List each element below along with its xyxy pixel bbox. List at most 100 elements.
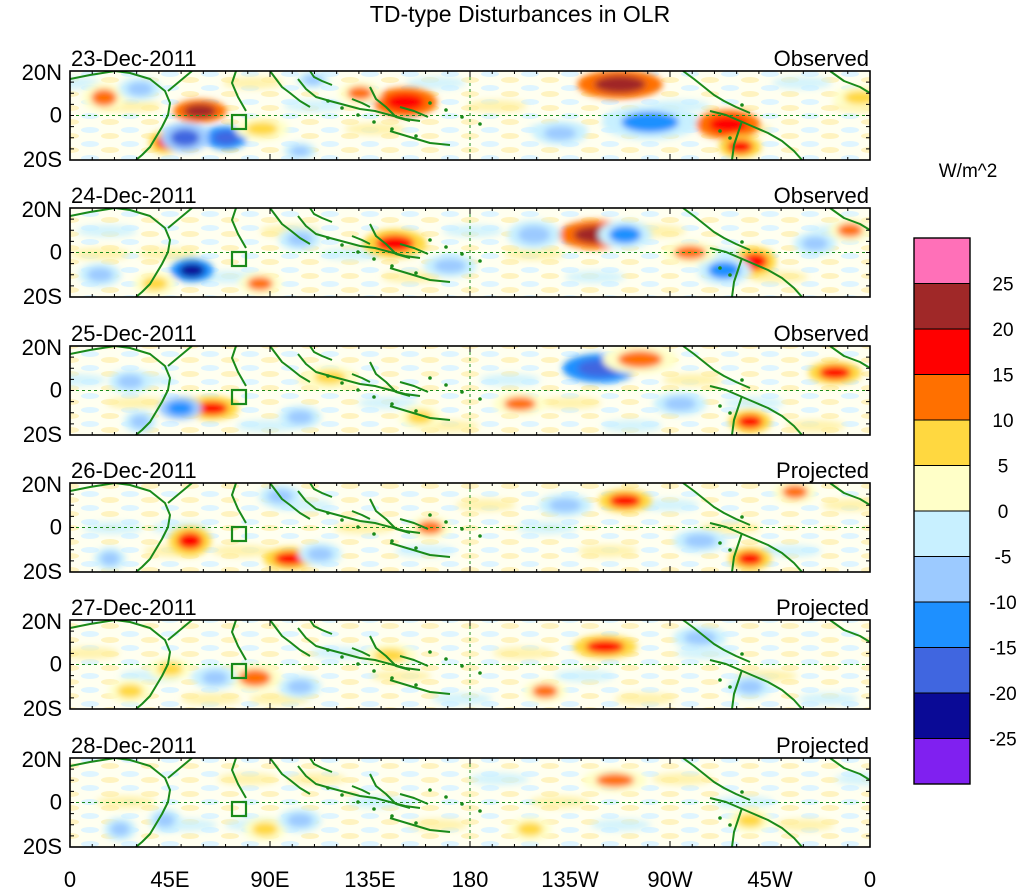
- coastline-path: [231, 758, 247, 799]
- anomaly-cell: [274, 551, 306, 566]
- island-dot: [444, 108, 448, 112]
- background-band: [591, 819, 651, 831]
- island-dot: [444, 657, 448, 661]
- background-band: [578, 545, 638, 557]
- coastline-path: [829, 483, 870, 506]
- background-band: [530, 796, 590, 808]
- coastline-path: [167, 71, 193, 92]
- coastline-path: [731, 120, 743, 160]
- coastline-path: [389, 679, 451, 695]
- background-band: [432, 693, 492, 705]
- background-band: [469, 773, 529, 785]
- island-dot: [478, 534, 482, 538]
- coastline-path: [309, 208, 333, 223]
- anomaly-cell: [196, 401, 228, 416]
- coastline-path: [70, 483, 171, 572]
- island-dot: [390, 814, 394, 818]
- anomaly-cell: [202, 670, 228, 685]
- coastline-path: [369, 86, 411, 122]
- coastline-path: [389, 817, 451, 833]
- coastline-path: [70, 71, 171, 160]
- y-tick-label: 20S: [23, 284, 62, 309]
- anomaly-cell: [434, 258, 466, 273]
- anomaly-cell: [504, 396, 536, 411]
- y-tick-label: 20N: [22, 335, 62, 360]
- background-band: [565, 271, 625, 283]
- coastline-path: [309, 620, 333, 635]
- coastline-path: [399, 106, 429, 118]
- island-dot: [428, 238, 432, 242]
- anomaly-cell: [819, 365, 851, 380]
- background-band: [358, 397, 418, 409]
- panel-6: 20N 0 20S 28-Dec-2011 Projected: [22, 733, 871, 859]
- island-dot: [372, 532, 376, 536]
- background-band: [676, 647, 736, 659]
- anomaly-cell: [609, 226, 641, 244]
- panel-4: 20N 0 20S 26-Dec-2011 Projected: [22, 458, 871, 584]
- coastline-path: [167, 208, 193, 229]
- panels: 20N 0 20S 23-Dec-2011 Observed 20N 0 20S 24-Dec-…: [22, 46, 871, 859]
- y-tick-label: 20S: [23, 834, 62, 859]
- colorbar-level-label: -10: [989, 593, 1016, 614]
- island-dot: [414, 271, 418, 275]
- background-band: [70, 374, 106, 386]
- background-band: [504, 248, 564, 260]
- coastline-path: [709, 797, 803, 847]
- island-dot: [478, 122, 482, 126]
- coastline-path: [351, 785, 371, 795]
- background-band: [774, 819, 834, 831]
- coastline-path: [829, 758, 870, 781]
- coastline-path: [829, 71, 870, 94]
- x-tick-label-135w: 135W: [541, 867, 599, 890]
- island-dot: [372, 120, 376, 124]
- coastline-path: [731, 257, 743, 297]
- coastline-path: [399, 518, 429, 530]
- panel-status-label: Projected: [776, 458, 869, 483]
- island-dot: [326, 374, 330, 378]
- island-dot: [718, 541, 722, 545]
- panel-date-label: 24-Dec-2011: [71, 183, 197, 208]
- colorbar: W/m^2 25 20 15 10 5 0 -5 -10 -15 -20 -25: [913, 161, 1017, 785]
- y-tick-label: 20S: [23, 422, 62, 447]
- background-band: [284, 100, 344, 112]
- panel-status-label: Observed: [774, 321, 869, 346]
- coastline-path: [351, 235, 371, 245]
- background-band: [822, 499, 870, 511]
- x-tick-label-135e: 135E: [344, 867, 395, 890]
- island-dot: [728, 823, 732, 827]
- island-dot: [460, 802, 464, 806]
- background-band: [321, 248, 381, 260]
- x-tick-label-90e: 90E: [250, 867, 289, 890]
- y-tick-label: 20S: [23, 559, 62, 584]
- coastline-path: [682, 208, 751, 251]
- island-dot: [728, 685, 732, 689]
- island-dot: [718, 678, 722, 682]
- background-band: [223, 77, 283, 89]
- coastline-path: [399, 243, 429, 255]
- background-band: [493, 647, 553, 659]
- background-band: [480, 374, 540, 386]
- anomaly-cell: [87, 267, 113, 282]
- island-dot: [740, 790, 744, 794]
- coastline-path: [269, 208, 311, 245]
- colorbar-swatch: [913, 374, 971, 421]
- island-dot: [428, 376, 432, 380]
- anomaly-cell: [594, 75, 646, 94]
- coastline-path: [369, 635, 411, 671]
- background-band: [286, 773, 346, 785]
- anomaly-cell: [307, 547, 333, 562]
- anomaly-cell: [100, 551, 120, 566]
- island-dot: [478, 259, 482, 263]
- coastline-path: [829, 346, 870, 369]
- coastline-path: [369, 223, 411, 259]
- x-tick-label-180: 180: [452, 867, 489, 890]
- anomaly-cell: [617, 350, 663, 369]
- anomaly-cell: [167, 401, 193, 416]
- background-band: [408, 819, 468, 831]
- coastline-path: [231, 71, 247, 112]
- coastline-path: [389, 542, 451, 558]
- colorbar-units: W/m^2: [939, 161, 998, 182]
- island-dot: [478, 671, 482, 675]
- y-tick-label: 0: [50, 378, 62, 403]
- coastline-path: [682, 758, 751, 801]
